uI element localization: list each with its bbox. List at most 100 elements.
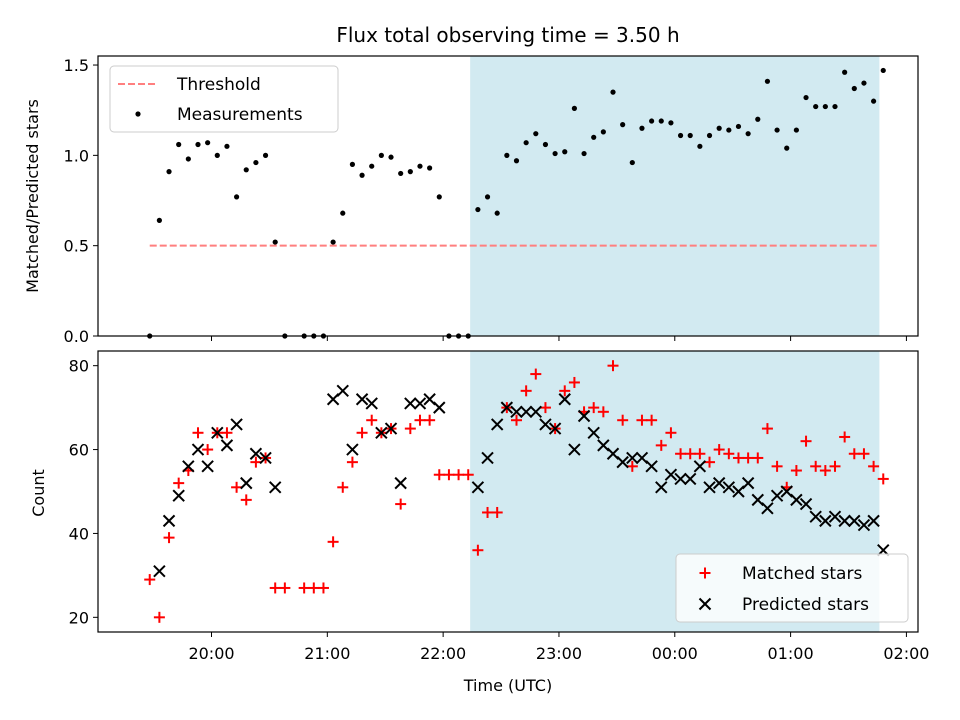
predicted-star-point-b [490,418,504,431]
bottom-axes-layer: 20:00 21:00 22:00 23:00 00:00 01:00 02:00 20 40 6… [69,350,929,663]
predicted-star-point [211,426,224,439]
legend-predicted-swatch [698,597,712,611]
predicted-star-point [857,518,871,532]
predicted-star-point [867,514,880,528]
predicted-star-point-b [240,476,253,490]
matched-star-point [694,448,706,460]
top-y-tick-label: 0.5 [64,237,89,256]
matched-star-point [173,477,185,489]
predicted-star-point-b [819,514,832,528]
predicted-star-point-b [220,439,234,452]
predicted-star-point-b [481,451,494,465]
measurement-point [484,194,491,200]
matched-star-point [250,456,262,468]
measurement-point [523,140,529,146]
predicted-star-point-b [770,489,784,502]
predicted-star-point [230,418,243,431]
legend-matched-marker [699,567,711,579]
top-panel: 0.0 0.5 1.0 1.5 Matched/Predicted stars Thr… [23,55,919,346]
predicted-star-point-b [404,397,417,410]
predicted-star-point [655,481,668,494]
predicted-star-point-b [259,451,272,465]
predicted-star-point [616,455,629,469]
predicted-star-point [809,510,822,523]
predicted-star-point [722,481,736,494]
legend-threshold-label: Threshold [176,75,261,95]
predicted-star-point-b [191,443,205,456]
predicted-star-point-b [587,426,600,439]
measurement-point [552,150,558,157]
predicted-star-point [153,564,166,578]
matched-star-point [675,448,687,460]
predicted-star-point-b [703,481,716,494]
predicted-star-point [490,418,504,431]
predicted-star-point-b [394,476,407,490]
bot-y-tick-label: 60 [69,441,89,460]
matched-star-point [153,611,165,623]
predicted-star-point-b [684,472,697,486]
measurement-point [861,80,867,86]
x-tick-label: 21:00 [304,644,350,663]
legend-measurements-swatch [135,111,141,117]
matched-star-point [202,444,214,456]
predicted-star-point [674,472,687,486]
matched-star-point [240,494,252,506]
measurement-point [205,140,211,146]
predicted-star-point [539,418,552,431]
matched-star-point [298,582,310,594]
predicted-star-point-b [201,460,214,473]
predicted-star-point-b [162,514,176,528]
measurement-point [639,125,645,131]
predicted-star-point-b [211,426,224,439]
measurement-point [214,152,220,158]
matched-star-point [269,582,281,594]
measurement-point [369,163,375,169]
bottom-legend: Matched stars Predicted stars [675,553,909,623]
matched-star-point [636,414,648,426]
predicted-star-point [568,443,581,456]
bottom-panel: 20:00 21:00 22:00 23:00 00:00 01:00 02:00 20 40 6… [29,350,929,663]
predicted-star-point-b [712,476,726,490]
matched-star-point [192,427,204,439]
measurement-point [166,169,172,175]
predicted-star-point-b [857,518,871,532]
matched-star-point [704,456,716,468]
matched-star-point [800,435,812,447]
matched-star-point [742,452,754,464]
matched-star-point [761,423,773,435]
matched-star-point [163,532,175,544]
predicted-star-point [336,384,349,398]
matched-star-point [877,473,889,485]
measurement-point [591,134,597,140]
measurement-point [649,118,655,124]
predicted-star-point [394,476,407,490]
measurement-point [735,123,742,130]
matched-star-point [231,481,243,493]
bottom-points-layer [144,360,890,623]
matched-star-point [607,360,619,372]
measurement-point [398,170,404,177]
measurement-point [871,98,877,104]
measurement-point [542,141,549,148]
predicted-star-point-b [626,451,639,465]
predicted-star-point-b [500,401,514,414]
matched-star-point [684,448,696,460]
matched-star-point [317,582,329,594]
measurement-point [851,85,857,92]
predicted-star-point-b [433,401,446,414]
predicted-star-point-b [471,481,485,494]
x-tick-label: 01:00 [768,644,814,663]
matched-star-point [279,582,291,594]
bot-y-tick-label: 20 [69,608,89,627]
predicted-star-point-b [761,502,774,515]
predicted-star-point [770,489,784,502]
predicted-star-point [220,439,234,452]
predicted-star-point [510,405,523,419]
predicted-star-point-b [384,422,398,435]
legend-matched-label: Matched stars [742,564,862,584]
measurement-point [571,105,578,111]
matched-star-point [848,448,860,460]
measurement-point [610,89,616,95]
predicted-star-point-b [539,418,552,431]
measurement-point [842,69,848,75]
